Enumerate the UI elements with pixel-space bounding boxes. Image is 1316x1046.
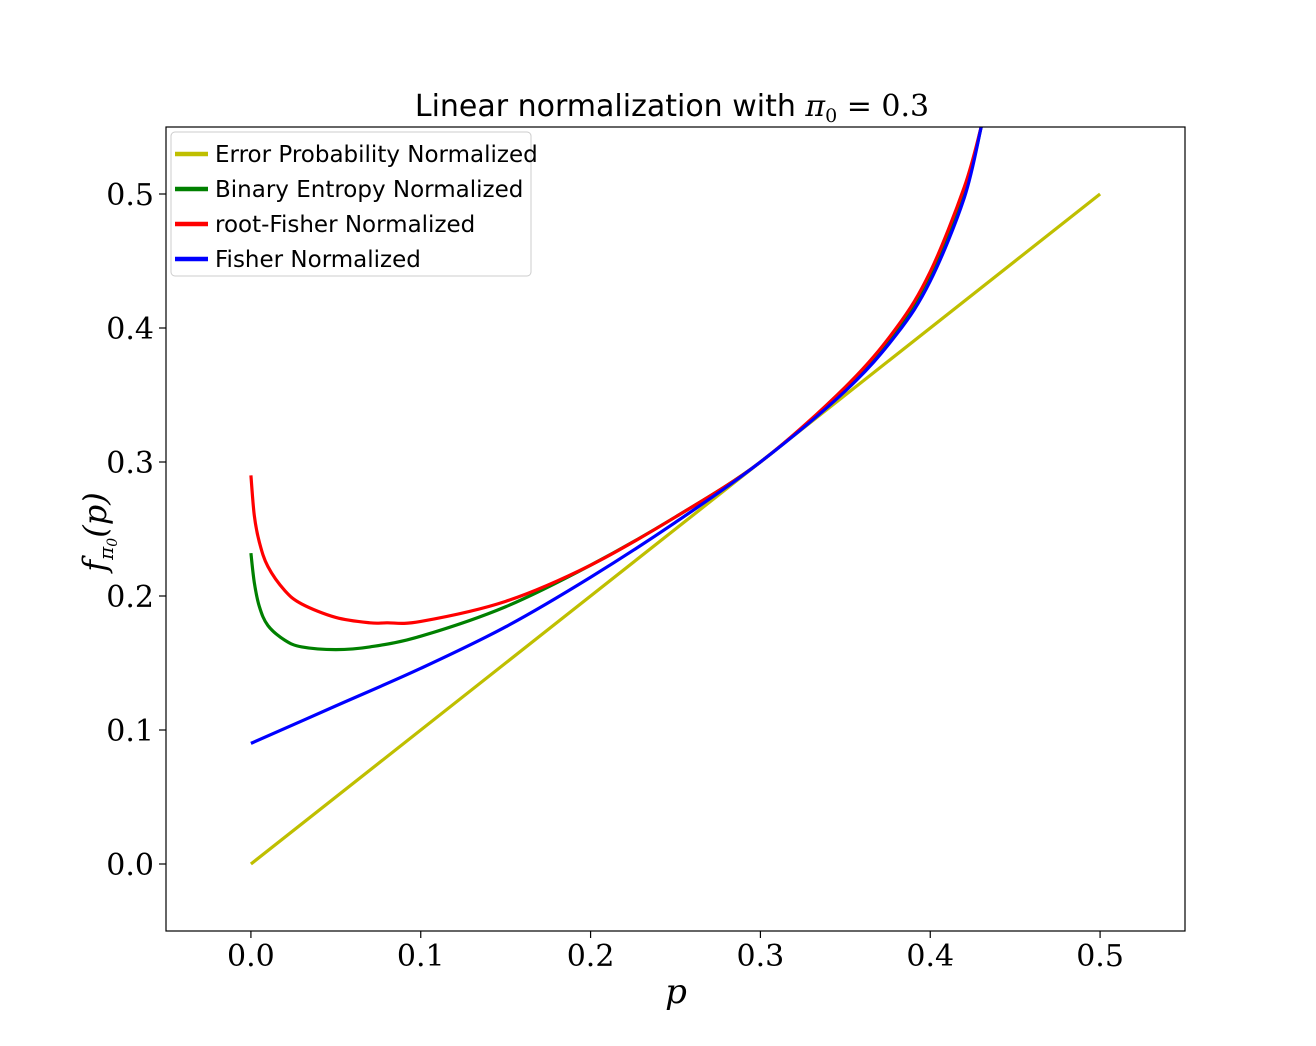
y-tick-label: 0.2	[106, 580, 154, 615]
y-tick-label: 0.3	[106, 446, 154, 481]
y-label-p: (p)	[76, 492, 114, 537]
x-tick-label: 0.4	[906, 939, 954, 974]
x-tick-label: 0.1	[397, 939, 445, 974]
title-pi: π	[804, 89, 826, 124]
chart-title: Linear normalization with π0 = 0.3	[415, 89, 929, 127]
title-main: Linear normalization with	[415, 89, 806, 124]
x-tick-label: 0.2	[567, 939, 615, 974]
y-tick-label: 0.0	[106, 848, 154, 883]
x-tick-label: 0.5	[1076, 939, 1124, 974]
y-label-pi: π	[94, 546, 118, 561]
y-tick-label: 0.5	[106, 178, 154, 213]
series-group	[249, 127, 1102, 866]
series-line-3	[249, 127, 983, 625]
legend-label-2: Binary Entropy Normalized	[215, 177, 523, 203]
title-subscript: 0	[825, 105, 837, 127]
x-tick-label: 0.3	[737, 939, 785, 974]
legend-label-4: Fisher Normalized	[215, 247, 421, 273]
legend-label-3: root-Fisher Normalized	[215, 212, 475, 238]
x-tick-label: 0.0	[227, 939, 275, 974]
x-axis-label: p	[665, 972, 687, 1012]
y-tick-label: 0.4	[106, 312, 154, 347]
y-label-sub: 0	[105, 538, 121, 547]
x-axis: 0.0 0.1 0.2 0.3 0.4 0.5	[227, 931, 1124, 974]
legend-label-1: Error Probability Normalized	[215, 142, 538, 168]
title-equals: = 0.3	[837, 89, 929, 124]
y-axis: 0.0 0.1 0.2 0.3 0.4 0.5	[106, 178, 166, 883]
series-line-1	[249, 192, 1102, 866]
series-line-4	[250, 127, 983, 745]
series-line-2	[249, 127, 983, 652]
legend-box	[170, 131, 532, 277]
axes-frame	[165, 126, 1186, 932]
legend: Error Probability Normalized Binary Entro…	[170, 131, 538, 277]
y-tick-label: 0.1	[106, 714, 154, 749]
